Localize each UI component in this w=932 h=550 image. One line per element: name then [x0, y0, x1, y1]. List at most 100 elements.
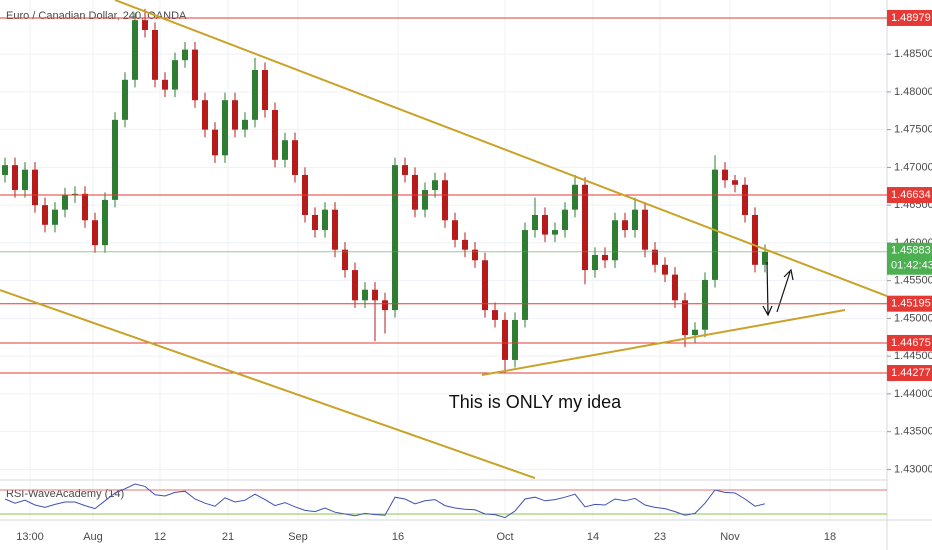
- candle-body: [442, 180, 448, 221]
- candle-body: [282, 140, 288, 160]
- level-label: 1.44675: [891, 337, 931, 349]
- candle-body: [312, 214, 318, 231]
- x-tick-label: 21: [222, 531, 234, 543]
- candle-body: [202, 100, 208, 130]
- last-price-label: 1.45883: [891, 245, 931, 257]
- candle-body: [332, 209, 338, 250]
- level-label-box: [887, 295, 932, 312]
- x-tick-label: Sep: [288, 531, 308, 543]
- x-tick-label: Aug: [83, 531, 103, 543]
- candle-body: [42, 205, 48, 225]
- timer: 01:42:43: [891, 260, 932, 272]
- candle-body: [132, 20, 138, 80]
- candle-body: [222, 100, 228, 156]
- candle-body: [572, 184, 578, 210]
- y-tick-label: 1.47000: [894, 161, 932, 173]
- candle-body: [352, 270, 358, 301]
- marks: [2, 8, 768, 373]
- candle-body: [452, 220, 458, 240]
- grid: [0, 0, 887, 520]
- trendline: [0, 289, 536, 479]
- trendline: [114, 0, 888, 297]
- candle-body: [482, 260, 488, 311]
- candle-body: [52, 209, 58, 225]
- candle-body: [702, 279, 708, 330]
- annotation: This is ONLY my idea: [449, 392, 622, 412]
- candle-body: [182, 49, 188, 61]
- x-tick-label: Nov: [720, 531, 740, 543]
- candle-body: [502, 319, 508, 360]
- candle-body: [422, 190, 428, 210]
- candle-body: [432, 180, 438, 191]
- x-tick-label: 12: [154, 531, 166, 543]
- candle-body: [402, 165, 408, 175]
- candle-body: [562, 209, 568, 231]
- y-tick-label: 1.44500: [894, 350, 932, 362]
- candle-body: [272, 110, 278, 160]
- y-tick-label: 1.48000: [894, 86, 932, 98]
- candle-body: [92, 220, 98, 246]
- candle-body: [372, 289, 378, 301]
- candle-body: [762, 251, 768, 265]
- level-label: 1.44277: [891, 367, 931, 379]
- candle-body: [642, 209, 648, 250]
- candle-body: [242, 119, 248, 130]
- candle-body: [142, 20, 148, 30]
- candle-body: [342, 249, 348, 271]
- candle-body: [522, 230, 528, 320]
- candle-body: [712, 169, 718, 280]
- y-tick-label: 1.44000: [894, 388, 932, 400]
- candle-body: [32, 169, 38, 206]
- candle-body: [22, 169, 28, 191]
- level-label: 1.45195: [891, 298, 931, 310]
- candle-body: [152, 29, 158, 80]
- candle-body: [192, 49, 198, 101]
- candle-body: [292, 140, 298, 175]
- candle-body: [512, 319, 518, 360]
- candle-body: [682, 300, 688, 336]
- y-tick-label: 1.47500: [894, 124, 932, 136]
- rsi-line: [4, 483, 766, 519]
- candle-body: [322, 209, 328, 231]
- candle-body: [162, 79, 168, 90]
- candle-body: [752, 214, 758, 265]
- candle-body: [102, 199, 108, 246]
- level-label-box: [887, 334, 932, 351]
- y-tick-label: 1.48500: [894, 48, 932, 60]
- candle-body: [212, 129, 218, 156]
- candle-body: [382, 300, 388, 311]
- level-label-box: [887, 9, 932, 26]
- candle-body: [692, 329, 698, 336]
- candle-body: [112, 119, 118, 200]
- candle-body: [732, 180, 738, 185]
- x-tick-label: Oct: [496, 531, 513, 543]
- rsi-label: RSI-WaveAcademy (14): [6, 488, 124, 500]
- candle-body: [62, 195, 68, 210]
- x-tick-label: 14: [587, 531, 599, 543]
- trendline: [481, 309, 846, 377]
- candle-body: [602, 254, 608, 261]
- last-price-box: [887, 242, 932, 275]
- candle-body: [472, 249, 478, 261]
- x-tick-label: 18: [824, 531, 836, 543]
- candle-body: [612, 220, 618, 261]
- candle-body: [2, 165, 8, 175]
- candle-body: [662, 264, 668, 275]
- x-tick-label: 23: [654, 531, 666, 543]
- candle-body: [462, 239, 468, 250]
- x-tick-label: 13:00: [16, 531, 44, 543]
- candle-body: [552, 230, 558, 235]
- candle-body: [582, 184, 588, 271]
- candle-body: [672, 274, 678, 301]
- candle-body: [392, 165, 398, 311]
- candle-body: [82, 193, 88, 221]
- candle-body: [542, 214, 548, 235]
- y-tick-label: 1.45000: [894, 312, 932, 324]
- candle-body: [722, 169, 728, 181]
- candle-body: [122, 79, 128, 120]
- candle-body: [592, 254, 598, 271]
- candle-body: [172, 60, 178, 90]
- x-tick-label: 16: [392, 531, 404, 543]
- y-tick-label: 1.43500: [894, 426, 932, 438]
